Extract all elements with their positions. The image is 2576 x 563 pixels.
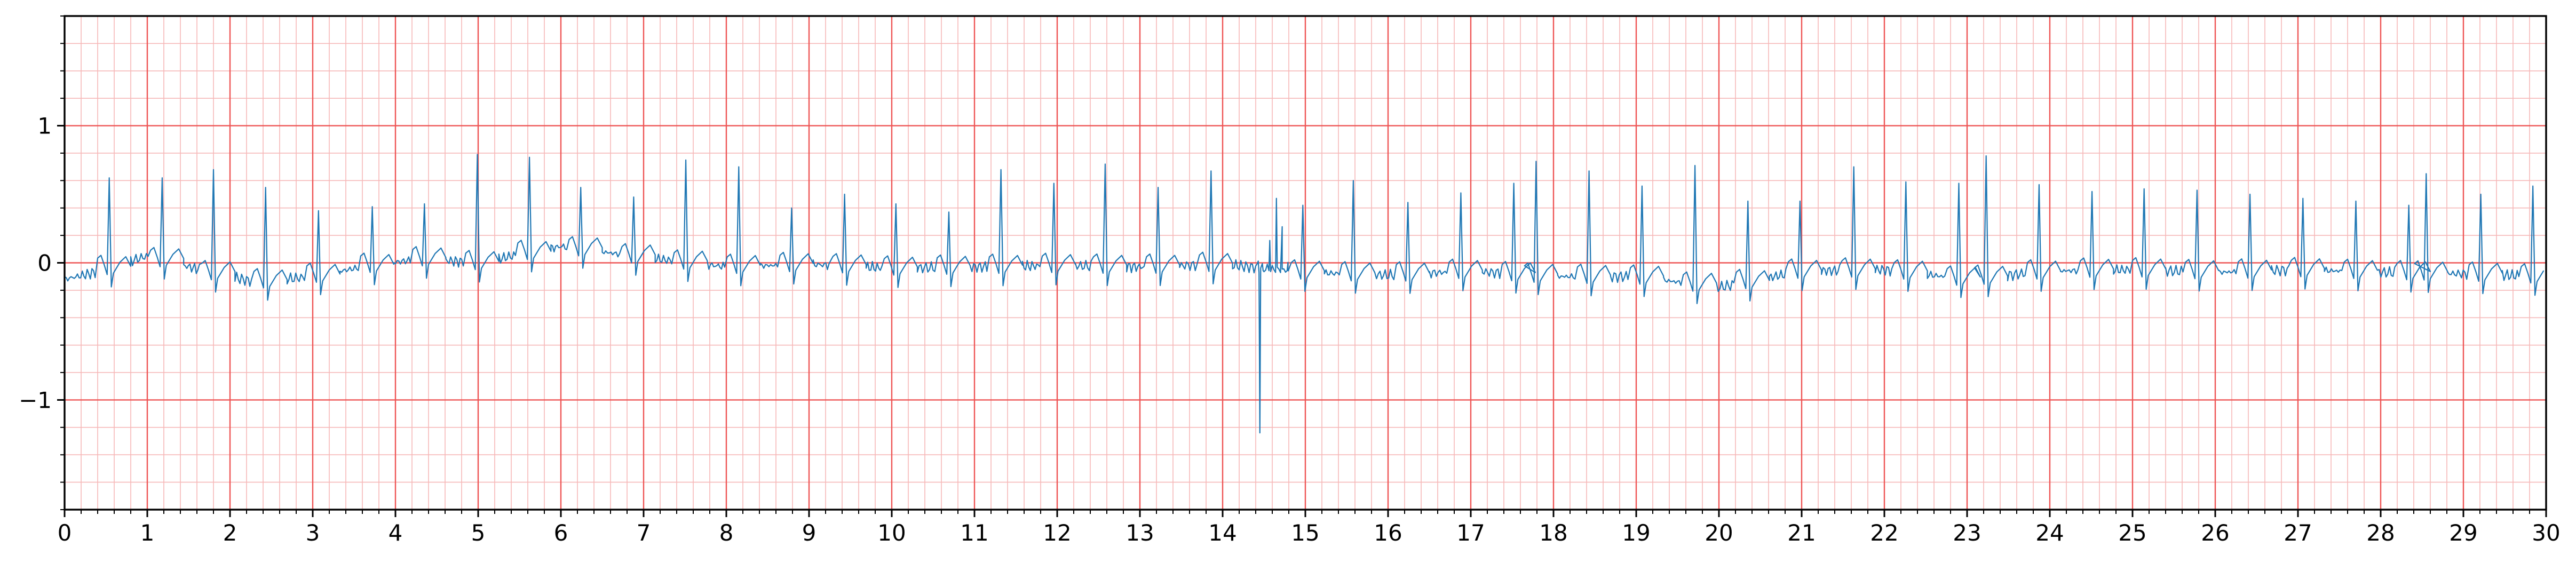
x-tick-label: 1	[140, 520, 155, 546]
x-tick-label: 27	[2284, 520, 2312, 546]
x-tick-label: 0	[58, 520, 72, 546]
x-tick-label: 2	[223, 520, 237, 546]
y-tick-label: −1	[19, 387, 52, 413]
x-tick-label: 30	[2532, 520, 2560, 546]
x-tick-label: 29	[2449, 520, 2477, 546]
x-tick-label: 13	[1125, 520, 1154, 546]
x-tick-label: 7	[637, 520, 651, 546]
x-tick-label: 8	[719, 520, 734, 546]
x-tick-label: 18	[1539, 520, 1567, 546]
x-tick-label: 5	[471, 520, 486, 546]
x-tick-label: 12	[1043, 520, 1071, 546]
x-tick-label: 10	[877, 520, 906, 546]
x-tick-label: 6	[554, 520, 568, 546]
y-tick-label: 1	[37, 113, 52, 139]
x-tick-label: 28	[2366, 520, 2395, 546]
x-tick-label: 22	[1870, 520, 1898, 546]
y-tick-label: 0	[37, 250, 52, 276]
x-tick-label: 23	[1953, 520, 1981, 546]
x-tick-label: 11	[960, 520, 988, 546]
x-tick-label: 3	[306, 520, 320, 546]
x-tick-label: 25	[2118, 520, 2146, 546]
x-tick-label: 20	[1705, 520, 1733, 546]
series-layer	[64, 154, 2545, 434]
y-axis: −1 0 1	[19, 15, 65, 510]
x-tick-label: 15	[1291, 520, 1319, 546]
x-tick-label: 21	[1787, 520, 1816, 546]
x-tick-label: 14	[1208, 520, 1237, 546]
x-tick-label: 4	[389, 520, 403, 546]
x-tick-label: 9	[802, 520, 817, 546]
x-tick-label: 16	[1374, 520, 1402, 546]
x-tick-label: 24	[2035, 520, 2064, 546]
x-tick-label: 26	[2201, 520, 2229, 546]
x-tick-label: 17	[1456, 520, 1485, 546]
ecg-series-line	[64, 154, 2545, 434]
x-tick-label: 19	[1622, 520, 1650, 546]
x-axis: 0 1 2 3 4 5 6 7 8 9 10 11 12 13 14 15 16 17 18 19 20 21 22 23 24…	[58, 510, 2561, 546]
